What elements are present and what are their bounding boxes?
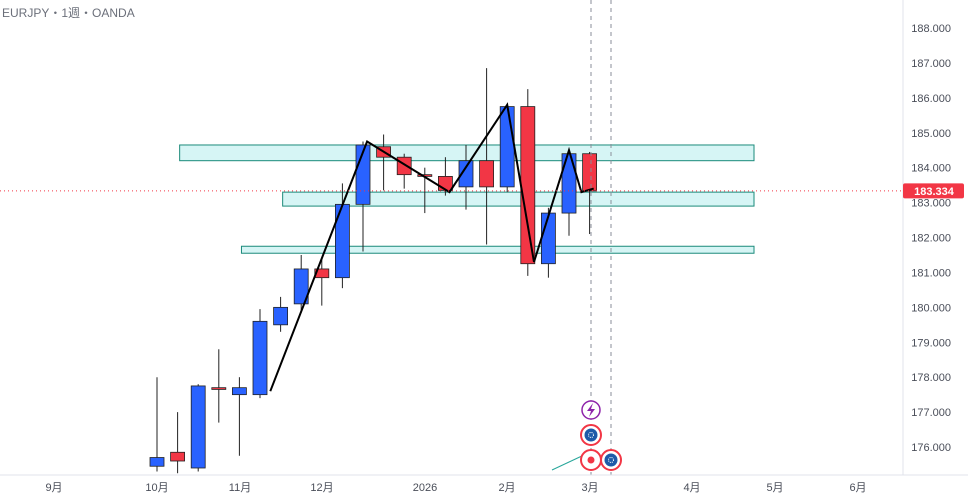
price-axis[interactable]: 176.000 177.000 178.000 179.000 180.000 181.0… [902, 0, 951, 475]
x-tick-label: 12月 [310, 482, 333, 494]
y-tick-label: 177.000 [911, 407, 951, 419]
candle-body [396, 156, 412, 176]
candle[interactable] [520, 89, 536, 276]
candle[interactable] [355, 141, 371, 252]
candle[interactable] [190, 384, 206, 472]
event-marker-earnings-2[interactable] [600, 449, 622, 471]
candle-body [314, 268, 330, 279]
y-tick-label: 188.000 [911, 23, 951, 35]
candle-body [458, 160, 474, 188]
x-tick-label: 9月 [45, 482, 62, 494]
x-tick-label: 3月 [581, 482, 598, 494]
candle[interactable] [170, 412, 186, 474]
x-tick-label: 6月 [849, 482, 866, 494]
candle-body [437, 176, 453, 191]
candle[interactable] [479, 68, 495, 245]
event-marker-lightning[interactable] [581, 400, 601, 420]
candle[interactable] [273, 296, 289, 332]
candle-body [211, 387, 227, 390]
symbol-label: EURJPY・1週・OANDA [2, 6, 135, 20]
candle-body [149, 457, 165, 467]
y-tick-label: 182.000 [911, 233, 951, 245]
x-tick-label: 4月 [683, 482, 700, 494]
candles [149, 68, 597, 474]
candle[interactable] [211, 349, 227, 423]
candle[interactable] [252, 309, 268, 399]
event-markers[interactable] [580, 400, 622, 471]
sr-zone[interactable] [179, 144, 755, 162]
y-tick-label: 180.000 [911, 302, 951, 314]
candle-body [190, 385, 206, 469]
price-badge-bg [903, 183, 964, 199]
candle-body [252, 320, 268, 396]
candle-body [231, 387, 247, 396]
candle-body [293, 268, 309, 305]
candle[interactable] [582, 151, 597, 235]
candle-body [499, 106, 515, 188]
price-badge-text: 183.334 [914, 186, 955, 198]
zigzag-line [269, 102, 594, 392]
x-tick-label: 11月 [229, 482, 251, 494]
candle-body [479, 160, 495, 188]
y-tick-label: 176.000 [911, 442, 951, 454]
zones [179, 144, 755, 254]
y-tick-label: 186.000 [911, 93, 951, 105]
candle-body [170, 451, 186, 462]
x-tick-label: 2026 [413, 482, 437, 494]
x-tick-label: 10月 [145, 482, 168, 494]
candle[interactable] [396, 153, 412, 189]
y-tick-label: 184.000 [911, 163, 951, 175]
candle[interactable] [231, 377, 247, 456]
candle-body [520, 106, 536, 265]
candle-body [273, 306, 289, 326]
candle[interactable] [561, 150, 577, 236]
candle[interactable] [499, 104, 515, 193]
sr-zone[interactable] [240, 245, 755, 254]
candle[interactable] [458, 144, 474, 210]
event-marker-dot[interactable] [580, 449, 602, 471]
y-tick-label: 183.000 [911, 198, 951, 210]
candle[interactable] [376, 134, 392, 191]
trend-line [551, 454, 585, 471]
y-tick-label: 187.000 [911, 58, 951, 70]
y-tick-label: 181.000 [911, 267, 951, 279]
sr-zone[interactable] [282, 191, 755, 207]
x-tick-label: 5月 [766, 482, 783, 494]
candle-body [541, 212, 556, 265]
time-axis[interactable]: 9月 10月 11月 12月 2026 2月 3月 4月 5月 6月 [0, 474, 968, 494]
candle[interactable] [314, 258, 330, 306]
candle-body [582, 153, 597, 192]
price-badge: 183.334 [903, 183, 964, 199]
overlay [0, 0, 903, 475]
y-tick-label: 179.000 [911, 337, 951, 349]
x-tick-label: 2月 [498, 482, 515, 494]
y-tick-label: 178.000 [911, 372, 951, 384]
lightning-icon [587, 403, 595, 417]
event-marker-earnings-1[interactable] [580, 424, 602, 446]
candle[interactable] [293, 254, 309, 313]
y-tick-label: 185.000 [911, 128, 951, 140]
candle[interactable] [149, 377, 165, 472]
